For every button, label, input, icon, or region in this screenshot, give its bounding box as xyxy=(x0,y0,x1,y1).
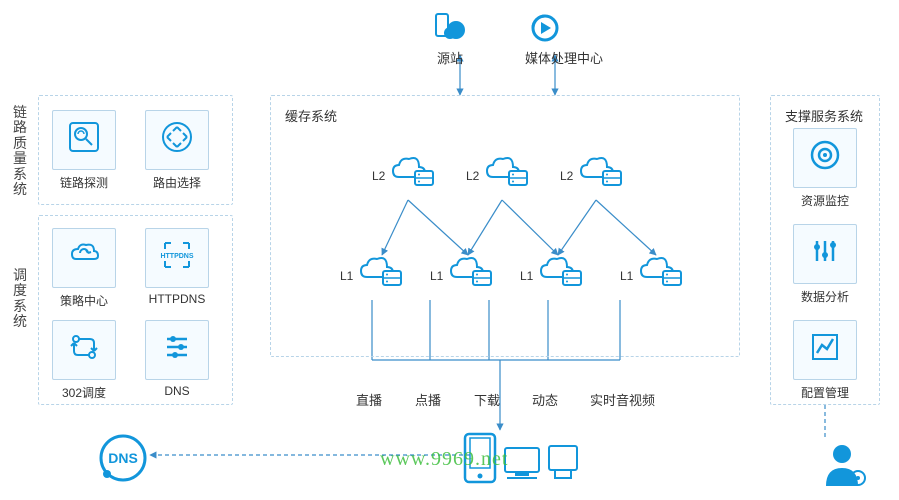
link-search-icon xyxy=(64,117,104,157)
cache-node-label: L2 xyxy=(560,169,573,183)
chart-line-icon xyxy=(805,327,845,367)
dns-card xyxy=(145,320,209,380)
route-select-label: 路由选择 xyxy=(137,174,217,191)
link-probe-label: 链路探测 xyxy=(44,174,124,191)
cache-node-label: L2 xyxy=(372,169,385,183)
media-block: 媒体处理中心 xyxy=(525,8,603,67)
cloud-server-icon xyxy=(357,255,405,296)
cloud-server-icon xyxy=(483,155,531,196)
cache-node-label: L1 xyxy=(520,269,533,283)
data-analysis-label: 数据分析 xyxy=(785,288,865,305)
origin-block: 源站 xyxy=(430,8,470,67)
cache-node-label: L2 xyxy=(466,169,479,183)
resource-monitor-card xyxy=(793,128,857,188)
support-title: 支撑服务系统 xyxy=(785,106,863,125)
cloud-server-icon xyxy=(389,155,437,196)
watermark-text: www.9969.net xyxy=(380,448,508,471)
cloud-server-icon xyxy=(447,255,495,296)
eye-icon xyxy=(805,135,845,175)
config-manage-card xyxy=(793,320,857,380)
cloud-sync-icon xyxy=(64,235,104,275)
resource-monitor-label: 资源监控 xyxy=(785,192,865,209)
service-实时音视频: 实时音视频 xyxy=(590,390,655,409)
route-icon xyxy=(157,117,197,157)
302-schedule-card xyxy=(52,320,116,380)
cache-l1-node: L1 xyxy=(620,255,685,296)
httpdns-card: HTTPDNS xyxy=(145,228,209,288)
service-下载: 下载 xyxy=(474,390,500,409)
route-select-card xyxy=(145,110,209,170)
302-schedule-label: 302调度 xyxy=(44,384,124,401)
cache-l1-node: L1 xyxy=(430,255,495,296)
cache-l2-node: L2 xyxy=(466,155,531,196)
cache-node-label: L1 xyxy=(430,269,443,283)
service-直播: 直播 xyxy=(356,390,382,409)
play-cycle-icon xyxy=(525,8,565,48)
cache-panel: 缓存系统 xyxy=(270,95,740,357)
httpdns-icon: HTTPDNS xyxy=(157,235,197,275)
cache-node-label: L1 xyxy=(620,269,633,283)
sliders-icon xyxy=(157,327,197,367)
ops-person-icon xyxy=(822,440,870,493)
cache-l2-node: L2 xyxy=(560,155,625,196)
config-manage-label: 配置管理 xyxy=(785,384,865,401)
server-cloud-icon xyxy=(430,8,470,48)
svg-text:HTTPDNS: HTTPDNS xyxy=(160,253,193,260)
link-probe-card xyxy=(52,110,116,170)
quality-system-vlabel: 链路质量系统 xyxy=(12,105,28,197)
cache-node-label: L1 xyxy=(340,269,353,283)
cache-l1-node: L1 xyxy=(340,255,405,296)
policy-center-card xyxy=(52,228,116,288)
cache-l2-node: L2 xyxy=(372,155,437,196)
httpdns-label: HTTPDNS xyxy=(137,292,217,306)
policy-center-label: 策略中心 xyxy=(44,292,124,309)
redirect-icon xyxy=(64,327,104,367)
equalizer-icon xyxy=(805,231,845,271)
media-label: 媒体处理中心 xyxy=(525,48,603,67)
service-点播: 点播 xyxy=(415,390,441,409)
data-analysis-card xyxy=(793,224,857,284)
origin-label: 源站 xyxy=(430,48,470,67)
cache-title: 缓存系统 xyxy=(285,106,337,125)
service-动态: 动态 xyxy=(532,390,558,409)
cache-l1-node: L1 xyxy=(520,255,585,296)
dns-round-text: DNS xyxy=(108,450,138,466)
dns-label: DNS xyxy=(137,384,217,398)
cloud-server-icon xyxy=(537,255,585,296)
schedule-system-vlabel: 调度系统 xyxy=(12,268,28,330)
cloud-server-icon xyxy=(637,255,685,296)
cloud-server-icon xyxy=(577,155,625,196)
dns-round: DNS xyxy=(95,430,151,491)
